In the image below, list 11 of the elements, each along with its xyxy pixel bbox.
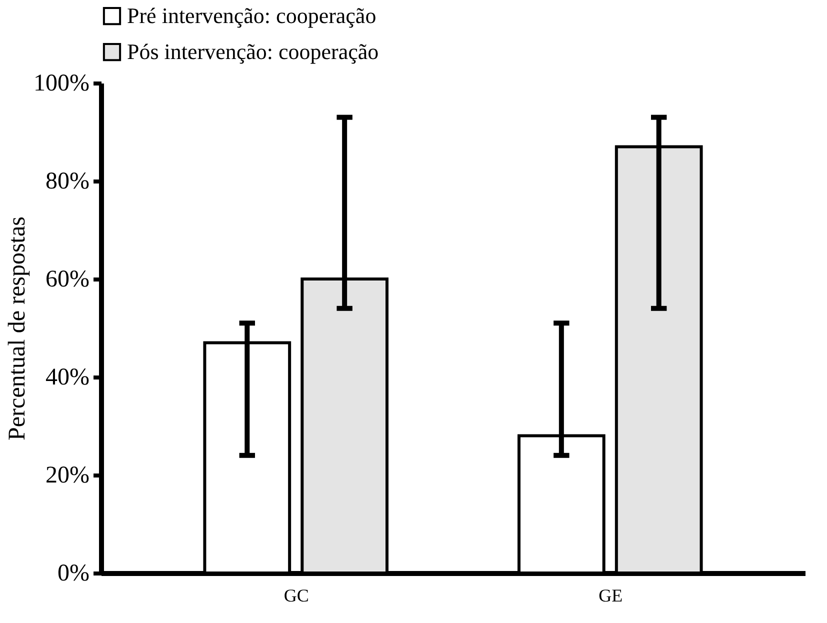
legend-label: Pós intervenção: cooperação (127, 39, 379, 64)
y-tick-label: 60% (46, 266, 90, 292)
y-axis-title: Percentual de respostas (4, 216, 31, 440)
x-tick-label: GE (598, 586, 623, 606)
y-tick-label: 40% (46, 364, 90, 390)
y-tick-label: 0% (58, 560, 90, 586)
legend-label: Pré intervenção: cooperação (127, 3, 376, 28)
x-tick-label: GC (284, 586, 309, 606)
y-tick-label: 100% (34, 70, 90, 96)
y-tick-label: 20% (46, 462, 90, 488)
y-tick-label: 80% (46, 168, 90, 194)
